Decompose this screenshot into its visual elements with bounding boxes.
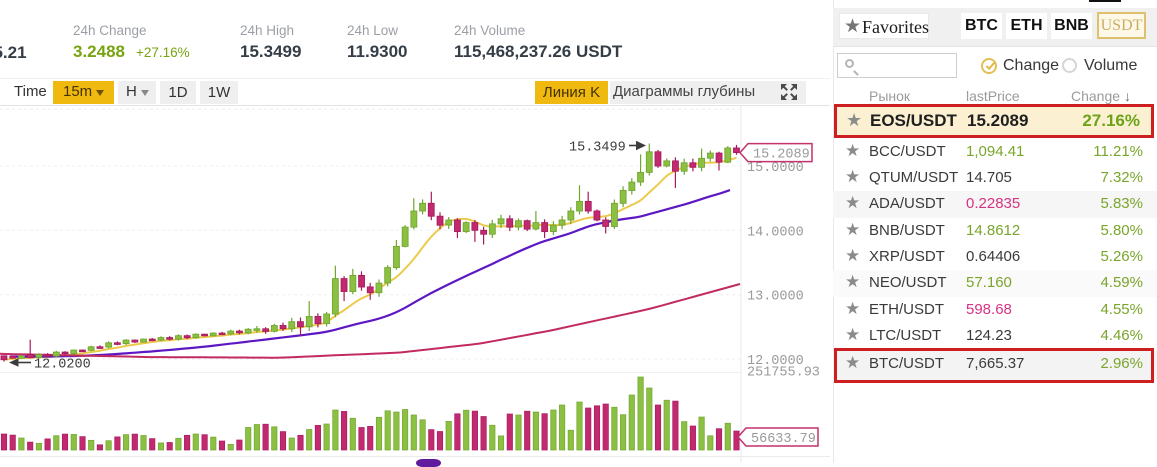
svg-text:14.0000: 14.0000 xyxy=(747,225,804,240)
svg-text:251755.93: 251755.93 xyxy=(747,366,820,381)
svg-text:15.2089: 15.2089 xyxy=(753,148,810,163)
svg-text:15.3499: 15.3499 xyxy=(569,141,626,156)
svg-text:15.0000: 15.0000 xyxy=(747,161,804,176)
svg-text:12.0200: 12.0200 xyxy=(34,358,91,373)
svg-text:12.0000: 12.0000 xyxy=(747,354,804,369)
svg-text:56633.79: 56633.79 xyxy=(751,432,816,447)
svg-text:13.0000: 13.0000 xyxy=(747,290,804,305)
